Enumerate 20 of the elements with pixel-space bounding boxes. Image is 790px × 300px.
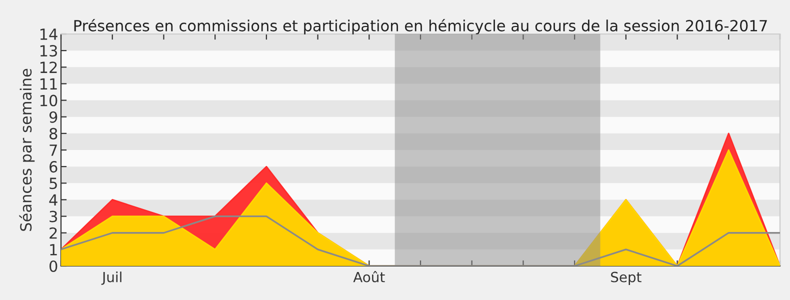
y-tick-label: 8 xyxy=(50,128,58,140)
x-tick-label: Juil xyxy=(101,272,122,285)
y-tick-label: 4 xyxy=(49,194,58,206)
y-tick-label: 14 xyxy=(40,28,58,40)
x-tick-label: Sept xyxy=(611,272,642,285)
chart-title: Présences en commissions et participation en hémicycle au cours de la session 2016-2017 xyxy=(74,19,767,34)
y-tick-label: 11 xyxy=(40,78,57,90)
y-tick-label: 10 xyxy=(40,94,58,106)
y-axis-title: Séances par semaine xyxy=(19,68,35,231)
y-tick-label: 0 xyxy=(50,260,58,272)
y-tick-label: 9 xyxy=(49,111,58,123)
y-tick-label: 1 xyxy=(50,244,57,256)
y-tick-label: 7 xyxy=(50,144,57,156)
y-tick-label: 5 xyxy=(50,178,57,190)
y-tick-label: 12 xyxy=(40,62,57,73)
y-tick-label: 3 xyxy=(50,210,57,222)
x-tick-label: Août xyxy=(353,271,385,282)
y-tick-label: 6 xyxy=(50,161,58,173)
y-tick-label: 2 xyxy=(50,227,57,239)
y-tick-label: 13 xyxy=(40,45,57,57)
